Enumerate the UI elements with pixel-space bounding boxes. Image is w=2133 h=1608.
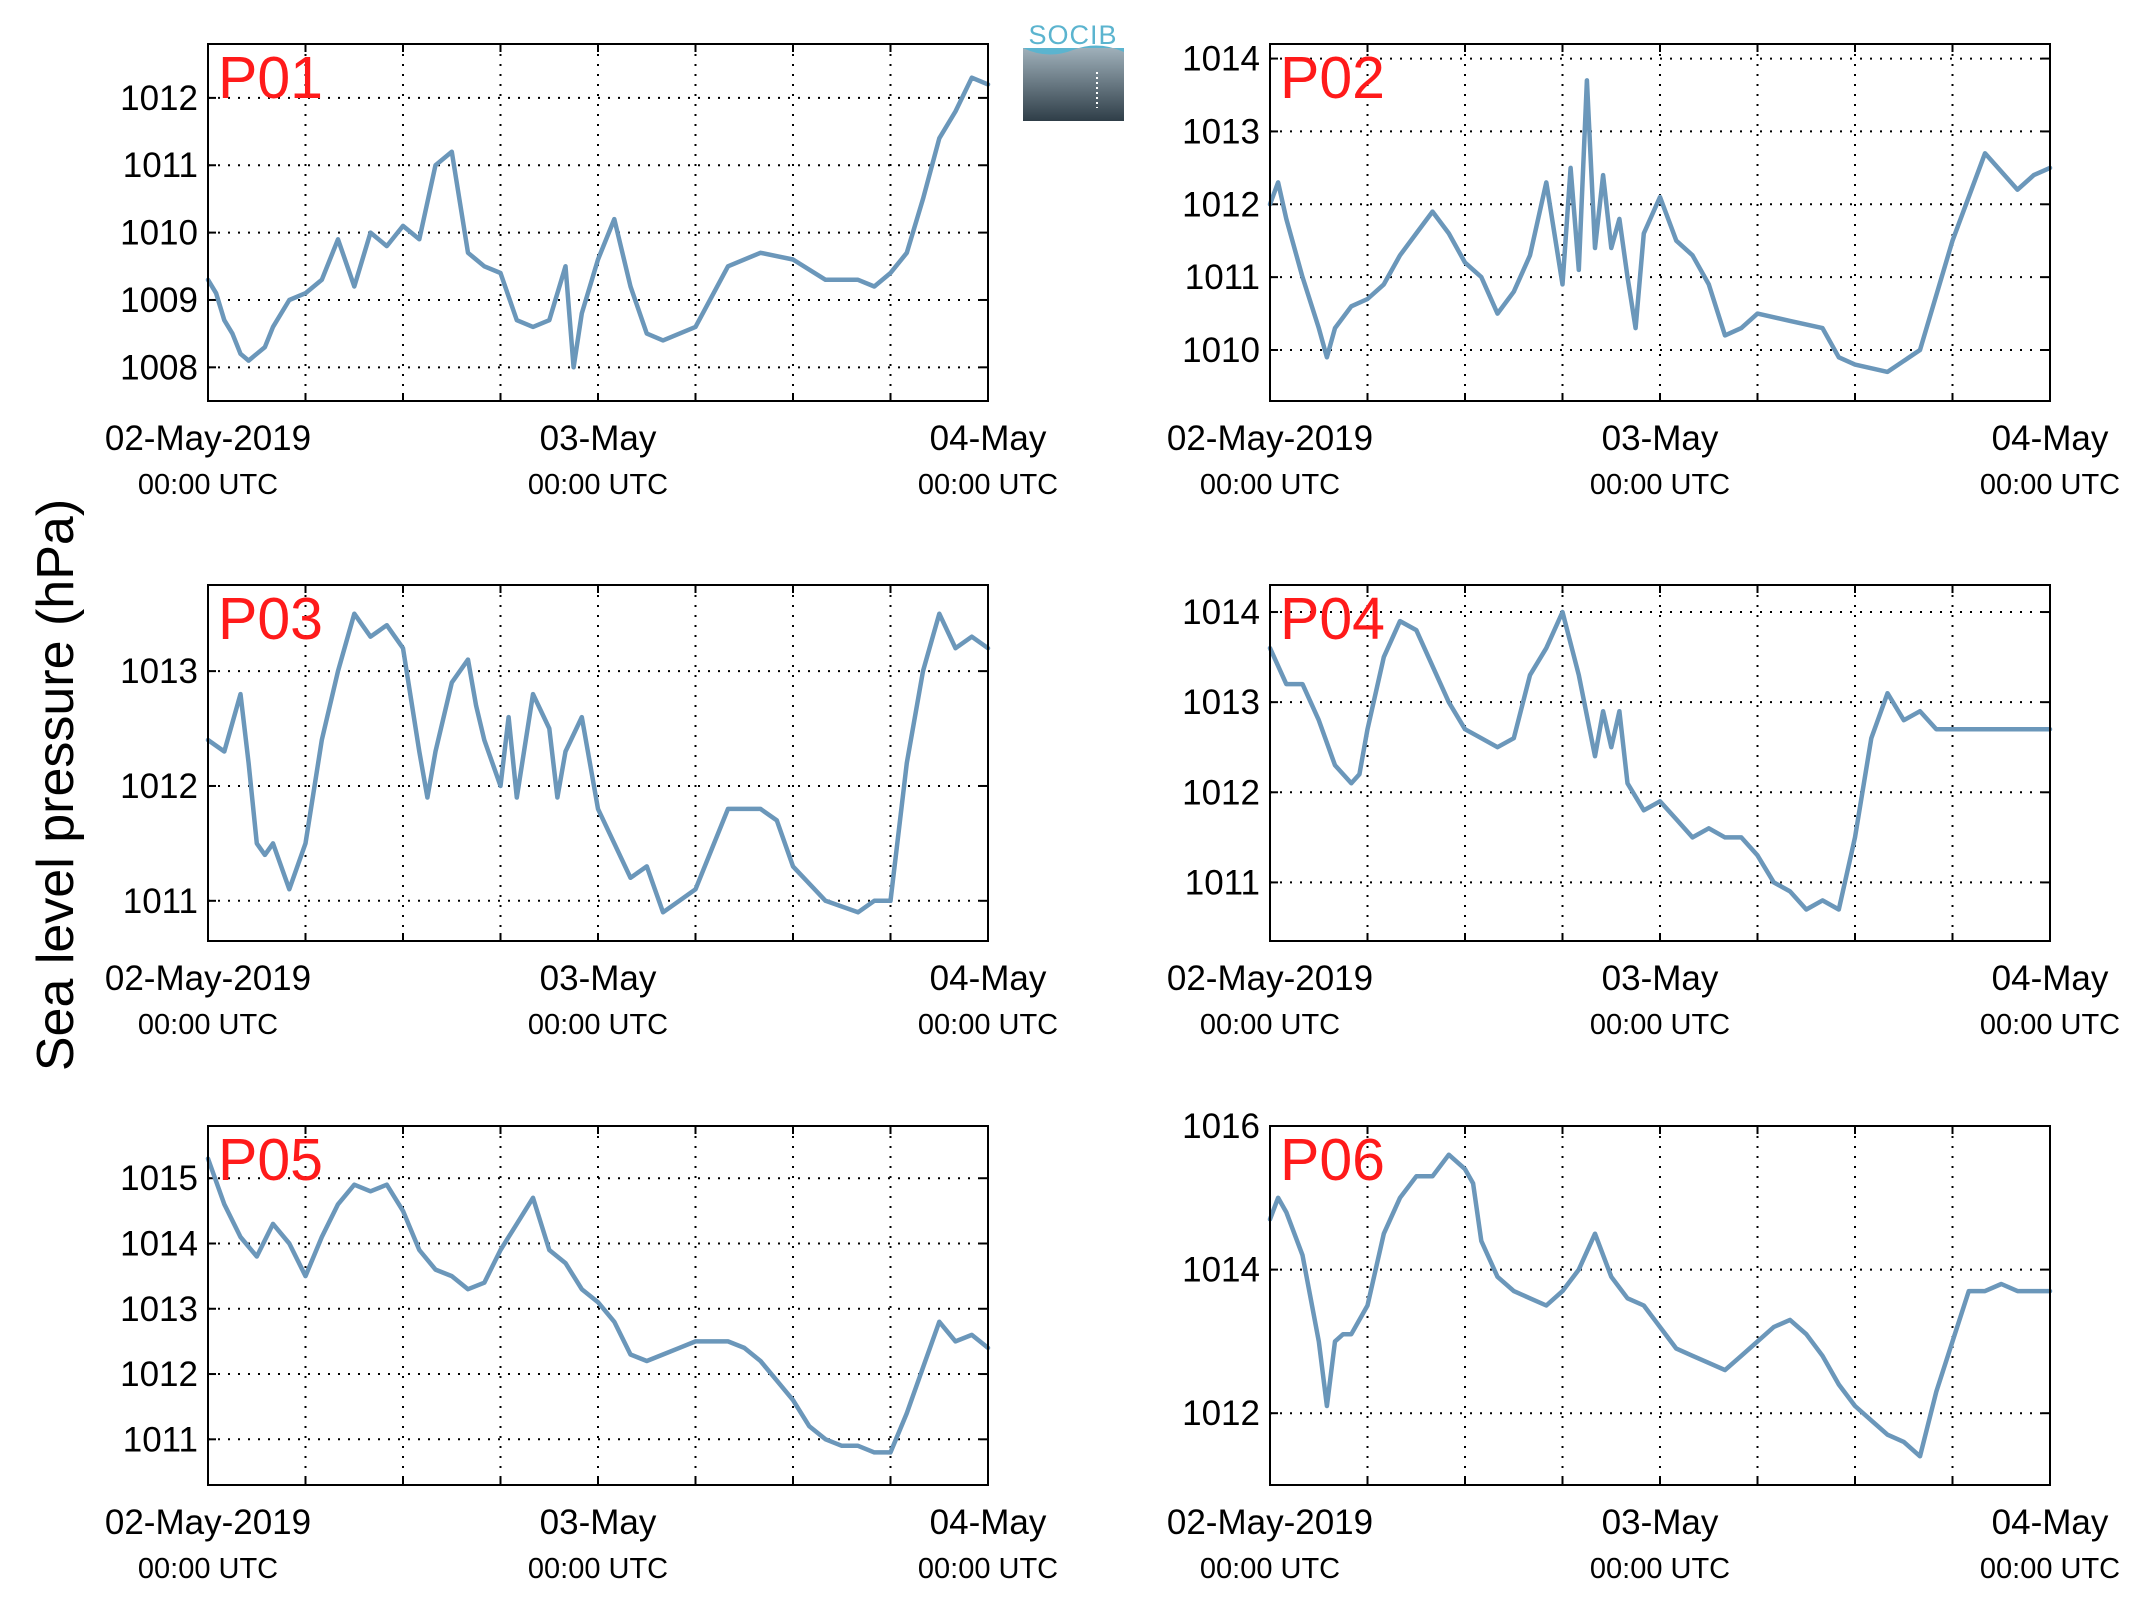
y-tick-label: 1012 xyxy=(1182,185,1260,224)
x-tick-label: 03-May xyxy=(540,1503,657,1542)
socib-logo: SOCIB xyxy=(1023,20,1124,121)
x-tick-label: 03-May xyxy=(1602,1503,1719,1542)
x-tick-sublabel: 00:00 UTC xyxy=(918,1553,1058,1585)
y-tick-label: 1014 xyxy=(1182,593,1260,632)
x-tick-label: 04-May xyxy=(1992,419,2109,458)
x-tick-sublabel: 00:00 UTC xyxy=(1200,1553,1340,1585)
panel-title: P05 xyxy=(218,1127,323,1193)
x-tick-sublabel: 00:00 UTC xyxy=(1590,1009,1730,1041)
panel-title: P04 xyxy=(1280,586,1385,652)
y-tick-label: 1011 xyxy=(123,1420,198,1459)
y-tick-label: 1013 xyxy=(1182,683,1260,722)
x-tick-sublabel: 00:00 UTC xyxy=(138,469,278,501)
x-tick-sublabel: 00:00 UTC xyxy=(1980,1553,2120,1585)
x-tick-label: 04-May xyxy=(930,959,1047,998)
panel-2: 1010 1011 1012 1013 1014 02-May-2019 00:00 UTC… xyxy=(1167,40,2120,501)
y-tick-label: 1016 xyxy=(1182,1107,1260,1146)
pressure-series-line xyxy=(205,75,991,370)
panel-title: P06 xyxy=(1280,1127,1385,1193)
x-tick-label: 02-May-2019 xyxy=(1167,419,1373,458)
x-tick-label: 04-May xyxy=(930,1503,1047,1542)
y-tick-label: 1011 xyxy=(1185,863,1260,902)
panel-3: 1011 1012 1013 02-May-2019 00:00 UTC 03-May 00… xyxy=(105,584,1058,1041)
x-tick-sublabel: 00:00 UTC xyxy=(138,1009,278,1041)
y-tick-label: 1014 xyxy=(1182,1251,1260,1290)
x-tick-sublabel: 00:00 UTC xyxy=(1590,1553,1730,1585)
x-tick-sublabel: 00:00 UTC xyxy=(1200,1009,1340,1041)
x-tick-label: 04-May xyxy=(1992,1503,2109,1542)
x-tick-label: 04-May xyxy=(930,419,1047,458)
y-tick-label: 1013 xyxy=(1182,112,1260,151)
y-tick-label: 1008 xyxy=(120,348,198,387)
x-tick-label: 02-May-2019 xyxy=(1167,959,1373,998)
plot-frame xyxy=(207,1125,989,1486)
x-tick-sublabel: 00:00 UTC xyxy=(1980,469,2120,501)
panel-6: 1012 1014 1016 02-May-2019 00:00 UTC 03-May 00… xyxy=(1167,1107,2120,1585)
x-tick-sublabel: 00:00 UTC xyxy=(528,469,668,501)
y-tick-label: 1010 xyxy=(120,214,198,253)
panel-title: P03 xyxy=(218,586,323,652)
y-tick-label: 1014 xyxy=(1182,40,1260,79)
pressure-series-line xyxy=(1267,1152,2053,1459)
x-tick-label: 03-May xyxy=(540,959,657,998)
y-tick-label: 1012 xyxy=(1182,1394,1260,1433)
x-tick-sublabel: 00:00 UTC xyxy=(1980,1009,2120,1041)
x-tick-sublabel: 00:00 UTC xyxy=(1200,469,1340,501)
x-tick-label: 02-May-2019 xyxy=(1167,1503,1373,1542)
y-tick-label: 1014 xyxy=(120,1224,198,1263)
panel-title: P02 xyxy=(1280,45,1385,111)
y-tick-label: 1010 xyxy=(1182,331,1260,370)
y-tick-label: 1011 xyxy=(123,146,198,185)
y-axis-label: Sea level pressure (hPa) xyxy=(27,499,85,1071)
panel-4: 1011 1012 1013 1014 02-May-2019 00:00 UTC 03-M… xyxy=(1167,584,2120,1041)
y-tick-label: 1015 xyxy=(120,1159,198,1198)
plot-frame xyxy=(1269,584,2051,942)
y-tick-label: 1013 xyxy=(120,652,198,691)
y-tick-label: 1013 xyxy=(120,1290,198,1329)
y-tick-label: 1012 xyxy=(1182,773,1260,812)
x-tick-label: 02-May-2019 xyxy=(105,959,311,998)
x-tick-sublabel: 00:00 UTC xyxy=(1590,469,1730,501)
pressure-series-line xyxy=(205,1156,991,1455)
x-tick-label: 02-May-2019 xyxy=(105,1503,311,1542)
pressure-series-line xyxy=(1267,609,2053,912)
x-tick-sublabel: 00:00 UTC xyxy=(918,1009,1058,1041)
x-tick-sublabel: 00:00 UTC xyxy=(528,1009,668,1041)
x-tick-label: 02-May-2019 xyxy=(105,419,311,458)
plot-frame xyxy=(1269,1125,2051,1486)
panel-1: 1008 1009 1010 1011 1012 02-May-2019 00:00 UTC… xyxy=(105,43,1058,501)
x-tick-label: 03-May xyxy=(1602,419,1719,458)
socib-logo-text: SOCIB xyxy=(1028,20,1117,50)
x-tick-label: 03-May xyxy=(1602,959,1719,998)
plot-frame xyxy=(1269,43,2051,402)
y-tick-label: 1012 xyxy=(120,79,198,118)
x-tick-label: 04-May xyxy=(1992,959,2109,998)
plot-frame xyxy=(207,43,989,402)
y-tick-label: 1011 xyxy=(1185,258,1260,297)
y-tick-label: 1012 xyxy=(120,767,198,806)
panel-title: P01 xyxy=(218,45,323,111)
x-tick-sublabel: 00:00 UTC xyxy=(528,1553,668,1585)
y-tick-label: 1009 xyxy=(120,281,198,320)
pressure-series-line xyxy=(205,611,991,915)
panels: 1008 1009 1010 1011 1012 02-May-2019 00:00 UTC… xyxy=(105,40,2120,1585)
y-tick-label: 1011 xyxy=(123,882,198,921)
y-tick-label: 1012 xyxy=(120,1355,198,1394)
x-tick-sublabel: 00:00 UTC xyxy=(138,1553,278,1585)
panel-5: 1011 1012 1013 1014 1015 02-May-2019 00:00 UTC… xyxy=(105,1125,1058,1585)
x-tick-sublabel: 00:00 UTC xyxy=(918,469,1058,501)
pressure-series-line xyxy=(1267,78,2053,375)
plot-frame xyxy=(207,584,989,942)
x-tick-label: 03-May xyxy=(540,419,657,458)
